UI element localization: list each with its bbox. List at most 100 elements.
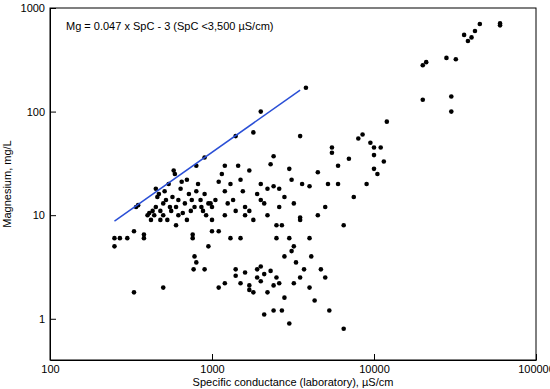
- point: [449, 94, 454, 99]
- point: [231, 198, 236, 203]
- point: [368, 140, 373, 145]
- point: [189, 209, 194, 214]
- point: [341, 223, 346, 228]
- point: [277, 281, 282, 286]
- point: [327, 308, 332, 313]
- chart: 1001000100001000001101001000Mg = 0.047 x…: [0, 0, 550, 389]
- point: [282, 195, 287, 200]
- point: [112, 244, 117, 249]
- tick-mark: [374, 354, 375, 360]
- point: [271, 308, 276, 313]
- tick-mark: [212, 354, 213, 360]
- point: [198, 198, 203, 203]
- plot-frame: [50, 8, 536, 360]
- point: [294, 260, 299, 265]
- point: [304, 85, 309, 90]
- tick-mark: [50, 112, 56, 113]
- tick: 10000: [359, 354, 390, 375]
- point: [360, 132, 365, 137]
- plot: 1001000100001000001101001000Mg = 0.047 x…: [21, 2, 550, 375]
- point: [309, 254, 314, 259]
- point: [202, 192, 207, 197]
- x-axis-title: Specific conductance (laboratory), µS/cm: [193, 376, 394, 388]
- point: [454, 57, 459, 62]
- point: [238, 236, 243, 241]
- point: [424, 60, 429, 65]
- point: [180, 211, 185, 216]
- point: [251, 290, 256, 295]
- point: [302, 267, 307, 272]
- point: [298, 215, 303, 220]
- point: [158, 218, 163, 223]
- tick-label: 100: [27, 106, 45, 118]
- tick-label: 10000: [359, 363, 390, 375]
- point: [185, 177, 190, 182]
- tick-label: 100: [41, 363, 59, 375]
- point: [255, 275, 260, 280]
- point: [112, 236, 117, 241]
- point: [233, 267, 238, 272]
- point: [225, 201, 230, 206]
- point: [233, 209, 238, 214]
- point: [241, 189, 246, 194]
- tick-label: 100000: [518, 363, 550, 375]
- point: [258, 264, 263, 269]
- point: [289, 249, 294, 254]
- point: [364, 182, 369, 187]
- point: [307, 236, 312, 241]
- point: [176, 198, 181, 203]
- point: [271, 154, 276, 159]
- fit-line: [114, 90, 300, 221]
- point: [469, 35, 474, 40]
- point: [274, 275, 279, 280]
- point: [125, 236, 130, 241]
- point: [152, 213, 157, 218]
- point: [162, 189, 167, 194]
- point: [251, 130, 256, 135]
- point: [372, 145, 377, 150]
- tick-label: 1: [39, 313, 45, 325]
- tick: 10: [33, 209, 56, 221]
- point: [336, 163, 341, 168]
- point: [243, 205, 248, 210]
- point: [199, 205, 204, 210]
- point: [255, 192, 260, 197]
- point: [351, 195, 356, 200]
- data-area: [112, 21, 502, 331]
- point: [216, 229, 221, 234]
- point: [282, 254, 287, 259]
- tick-mark: [50, 8, 56, 9]
- point: [132, 290, 137, 295]
- point: [169, 209, 174, 214]
- tick-label: 10: [33, 209, 45, 221]
- point: [174, 205, 179, 210]
- point: [251, 218, 256, 223]
- point: [265, 213, 270, 218]
- point: [192, 205, 197, 210]
- tick-mark: [50, 319, 56, 320]
- point: [262, 201, 267, 206]
- point: [287, 321, 292, 326]
- point: [161, 213, 166, 218]
- point: [271, 283, 276, 288]
- point: [258, 109, 263, 114]
- point: [268, 162, 273, 167]
- point: [274, 223, 279, 228]
- point: [194, 189, 199, 194]
- point: [312, 298, 317, 303]
- point: [142, 232, 147, 237]
- tick: 100: [27, 106, 56, 118]
- point: [307, 184, 312, 189]
- point: [466, 39, 471, 44]
- point: [154, 205, 159, 210]
- point: [462, 33, 467, 38]
- tick: 1000: [200, 354, 224, 375]
- point: [298, 134, 303, 139]
- point: [149, 218, 154, 223]
- point: [473, 29, 478, 34]
- point: [223, 281, 228, 286]
- point: [316, 170, 321, 175]
- point: [223, 213, 228, 218]
- point: [307, 285, 312, 290]
- axis-line: [51, 360, 537, 361]
